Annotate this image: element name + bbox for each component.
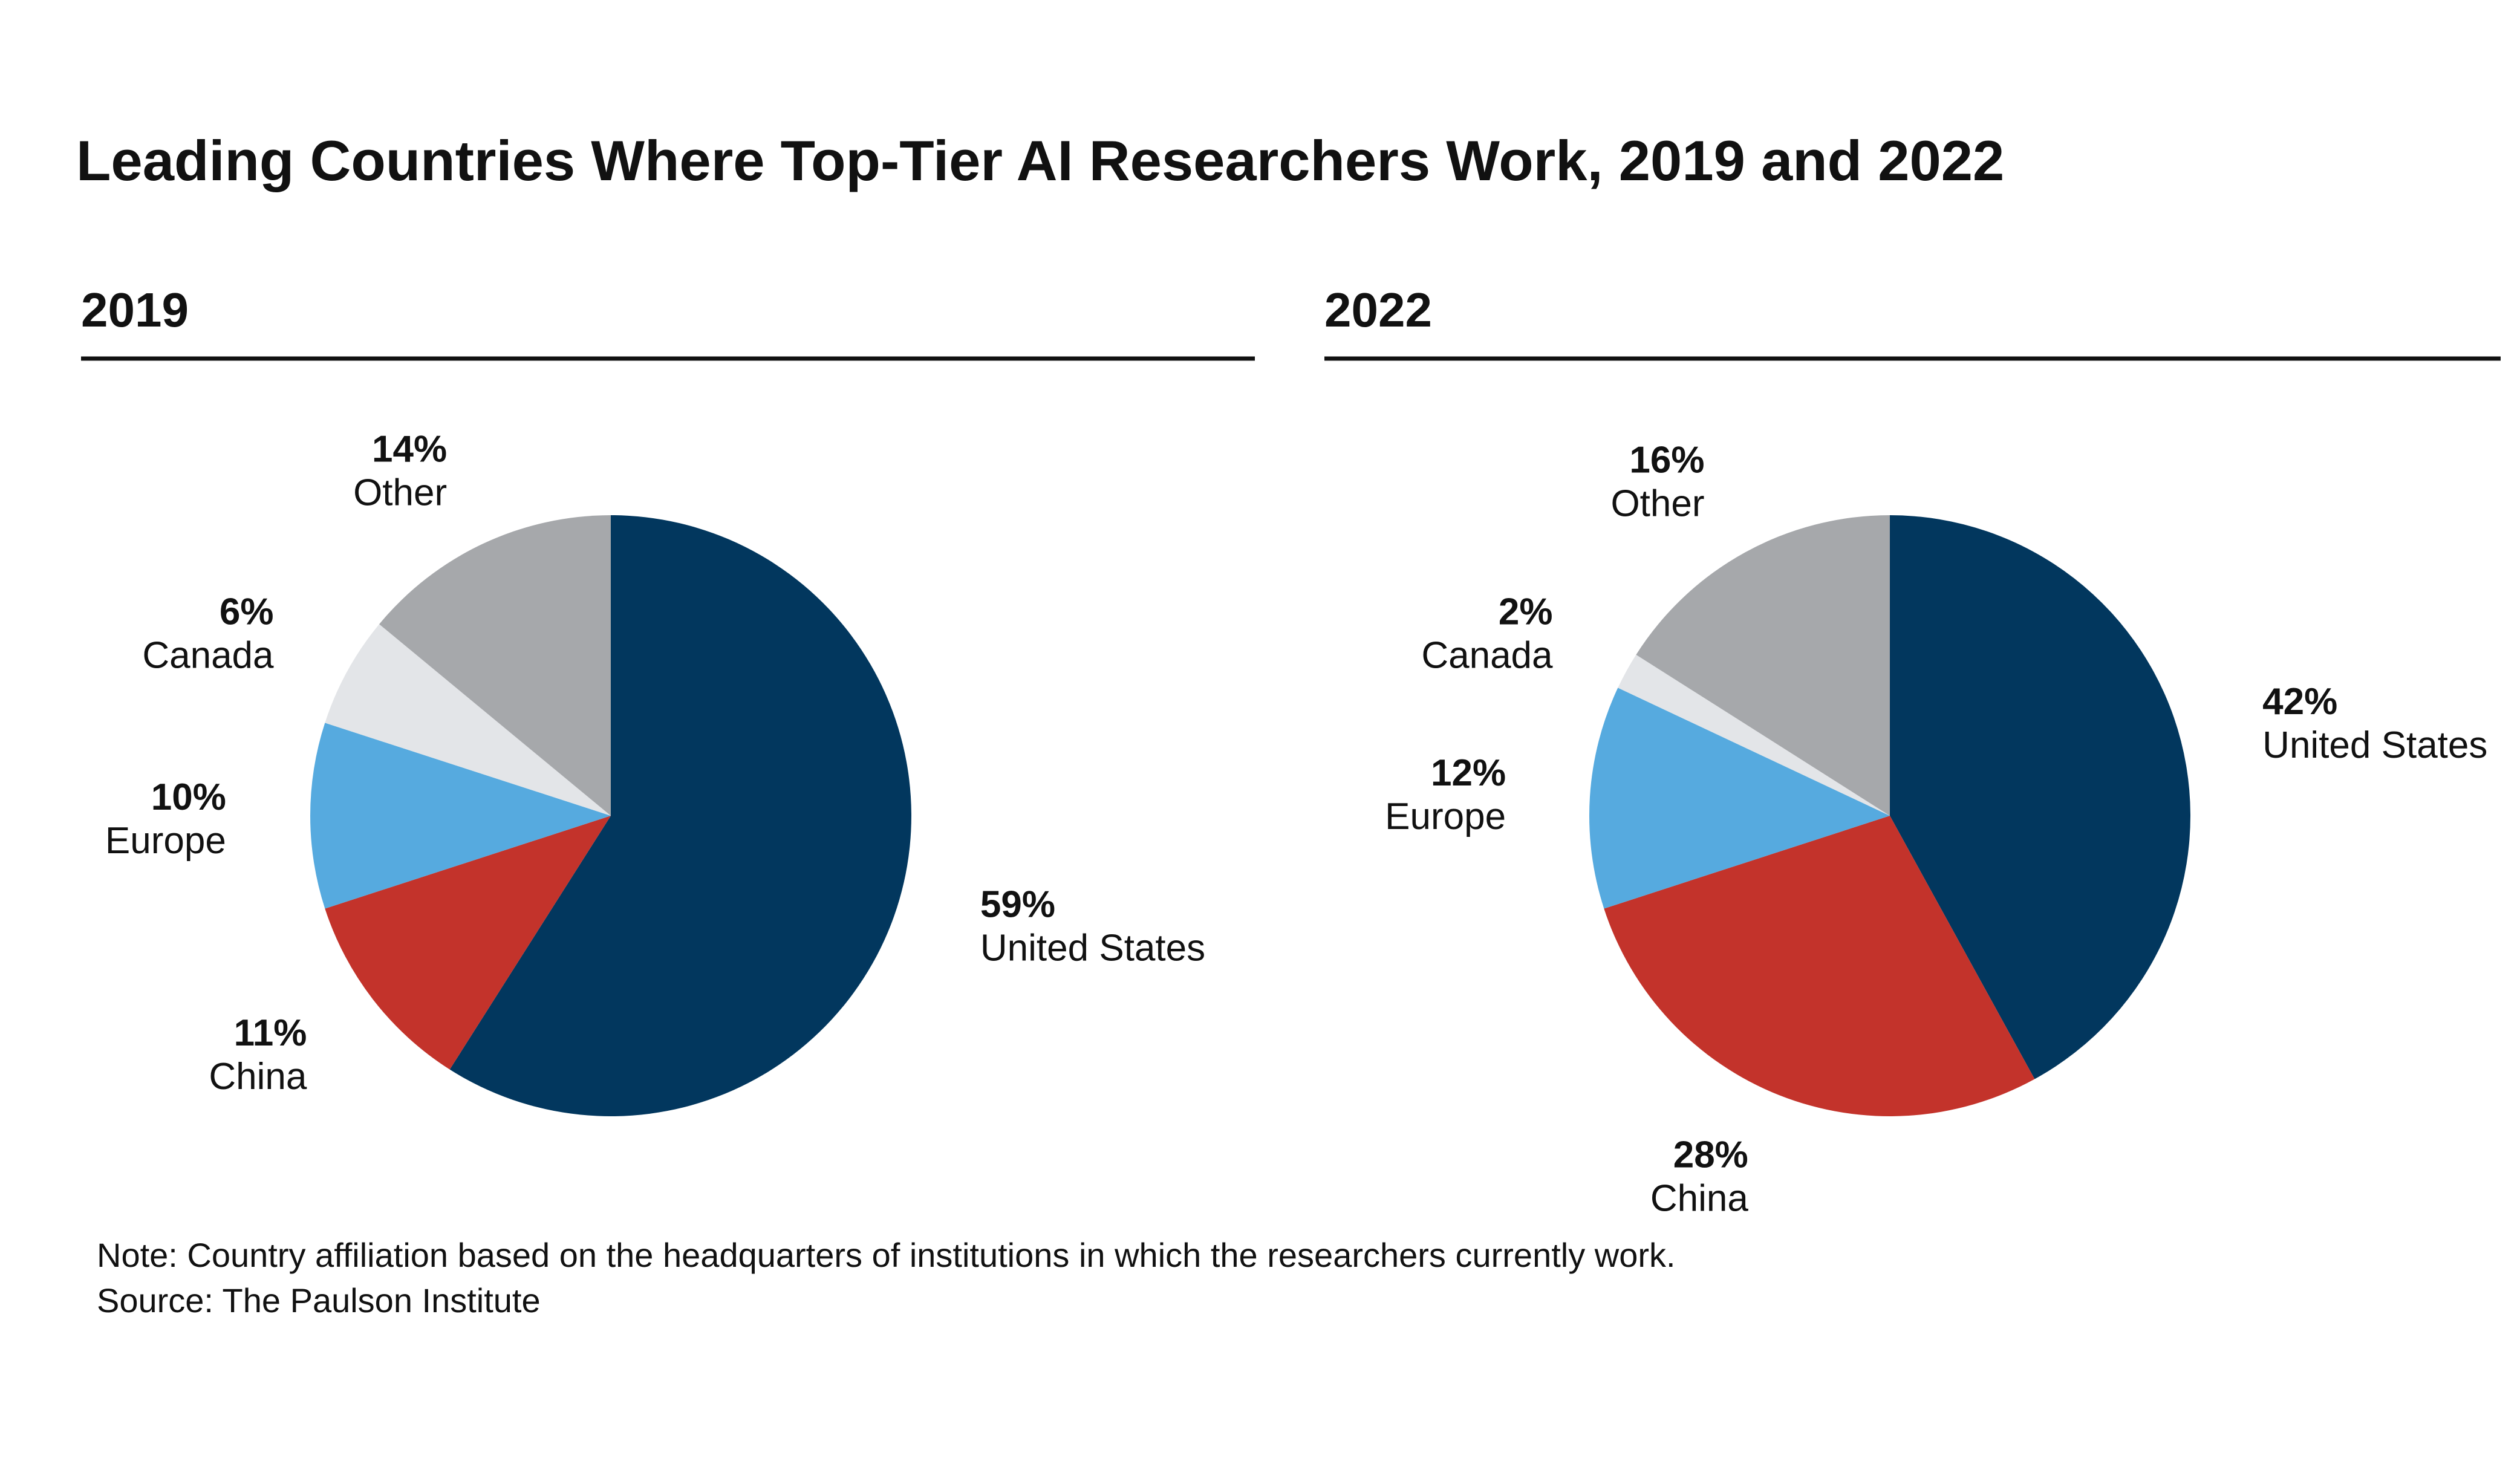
pie-slice [449,515,911,1116]
value-label: 28% [1673,1134,1748,1176]
category-label: Europe [105,820,226,862]
pie-slice [1636,515,1890,816]
category-label: Other [1610,483,1704,525]
pie-slice [1589,688,1890,909]
category-label: Canada [142,635,274,677]
pie-slice [325,816,611,1070]
pie-slice [325,624,611,816]
category-label: Europe [1385,796,1506,837]
pie-slice [379,515,611,816]
value-label: 59% [980,883,1055,925]
pie-slice [1604,816,2035,1116]
category-label: Canada [1421,635,1553,677]
category-label: United States [2262,724,2487,766]
value-label: 14% [372,428,447,470]
value-label: 2% [1499,591,1553,633]
category-label: Other [353,472,447,513]
category-label: China [209,1056,307,1098]
category-label: United States [980,927,1205,969]
panel-title: 2019 [81,283,189,337]
chart-title: Leading Countries Where Top-Tier AI Rese… [76,129,2004,192]
pie-slice [310,723,611,909]
panel-title: 2022 [1324,283,1432,337]
note: Note: Country affiliation based on the h… [97,1236,1676,1274]
source: Source: The Paulson Institute [97,1281,541,1319]
pie-slice [1618,654,1890,816]
value-label: 6% [220,591,274,633]
value-label: 16% [1629,440,1704,481]
category-label: China [1650,1177,1749,1219]
value-label: 10% [151,776,226,818]
value-label: 11% [234,1012,307,1054]
pie-slice [1890,515,2190,1079]
value-label: 42% [2262,681,2337,723]
value-label: 12% [1431,752,1506,794]
